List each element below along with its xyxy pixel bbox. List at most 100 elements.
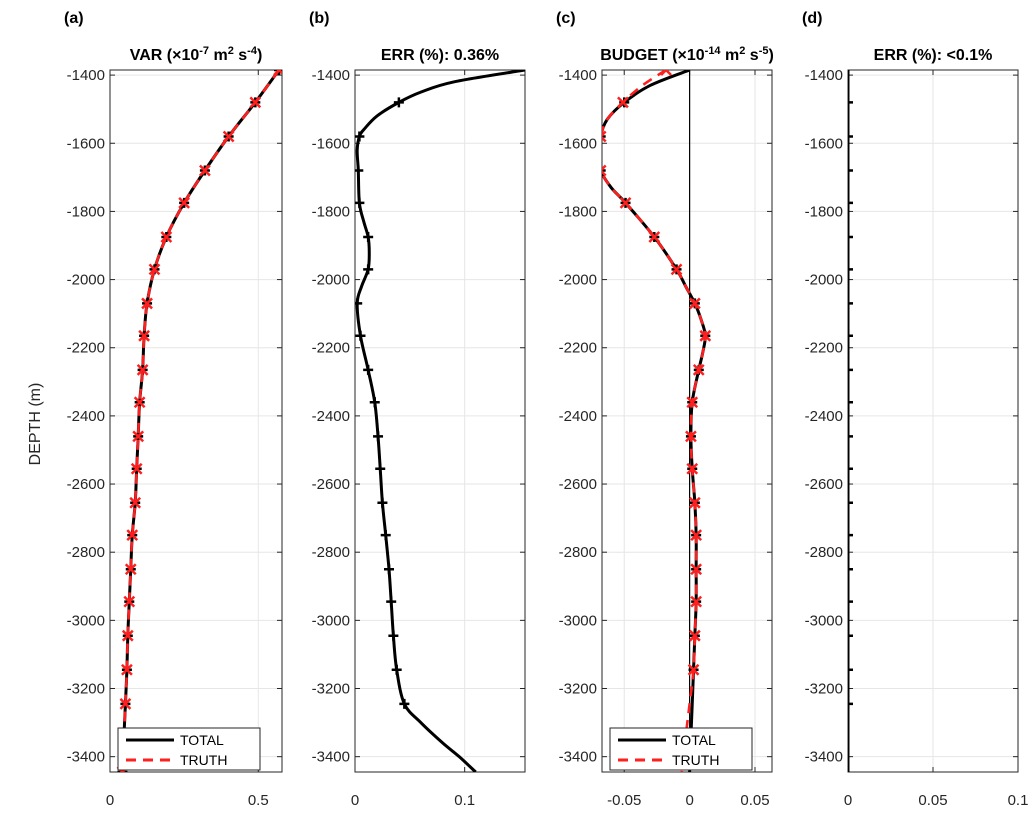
data-point-cross <box>648 231 661 243</box>
panel-d: -1400 -1600 -1800 -2000 -2200 -2400 -2600 -2800… <box>802 10 1028 809</box>
x-tick-label: 0 <box>685 792 693 809</box>
data-point-plus <box>384 564 394 575</box>
data-point-cross <box>160 231 173 243</box>
data-point-cross <box>602 164 607 177</box>
title-text: VAR ( <box>130 47 173 64</box>
data-point-plus <box>848 231 853 242</box>
y-tick-label: -1800 <box>312 203 350 220</box>
panel-b: -1400 -1600 -1800 -2000 -2200 -2400 -2600 -2800… <box>309 10 526 809</box>
y-tick-label: -3400 <box>559 749 597 766</box>
y-tick-label: -2000 <box>67 272 105 289</box>
data-point-cross <box>138 329 150 342</box>
title-text: ERR (%): 0.36% <box>381 47 499 64</box>
data-point-plus <box>355 131 365 142</box>
y-tick-label: -2000 <box>312 272 350 289</box>
y-axis-label: DEPTH (m) <box>27 383 44 466</box>
panel-label: (d) <box>802 10 822 27</box>
data-point-plus <box>848 698 853 709</box>
title-text: BUDGET ( <box>600 47 678 64</box>
data-point-plus <box>274 70 282 75</box>
data-point-cross <box>148 263 161 276</box>
data-point-plus <box>848 530 853 541</box>
data-point-plus <box>848 630 853 641</box>
data-point-cross <box>121 629 134 642</box>
title-text: s <box>745 47 758 64</box>
data-point-cross <box>123 595 136 608</box>
data-point-plus <box>391 664 402 675</box>
y-tick-label: -3200 <box>67 681 105 698</box>
y-tick-label: -2200 <box>312 340 350 357</box>
data-point-cross <box>690 595 703 608</box>
y-tick-label: -2600 <box>312 476 350 493</box>
y-tick-label: -2400 <box>312 408 350 425</box>
data-point-plus <box>848 165 853 176</box>
data-point-plus <box>369 397 380 408</box>
legend-label: TOTAL <box>672 732 716 748</box>
data-point-cross <box>133 396 146 409</box>
data-point-plus <box>355 298 363 309</box>
y-tick-label: -3000 <box>805 612 843 629</box>
panel-title: BUDGET (×10-14 m2 s-5) <box>600 45 774 64</box>
y-tick-label: -1600 <box>805 135 843 152</box>
data-point-cross <box>690 529 703 542</box>
title-text: ) <box>257 47 262 64</box>
data-point-plus <box>848 197 853 208</box>
y-tick-label: -2600 <box>559 476 597 493</box>
plot-area <box>355 70 525 772</box>
y-tick-label: -1800 <box>805 203 843 220</box>
panel-label: (b) <box>309 10 329 27</box>
data-point-cross <box>688 629 701 642</box>
legend-box <box>609 727 753 771</box>
data-point-cross <box>690 563 703 576</box>
y-tick-label: -3000 <box>312 612 350 629</box>
y-tick-label: -2200 <box>559 340 597 357</box>
data-point-plus <box>355 197 365 208</box>
data-point-plus <box>363 264 374 275</box>
data-point-plus <box>848 364 853 375</box>
data-point-cross <box>685 430 697 443</box>
y-tick-label: -1400 <box>559 67 597 84</box>
data-point-cross <box>692 363 705 376</box>
y-tick-label: -3400 <box>67 749 105 766</box>
x-tick-label: 0.05 <box>740 792 769 809</box>
panel-a: -1400 -1600 -1800 -2000 -2200 -2400 -2600 -2800… <box>64 10 283 809</box>
data-point-cross <box>130 462 143 475</box>
panel-label: (c) <box>556 10 576 27</box>
plot-area <box>848 70 853 772</box>
axes-box <box>354 69 526 773</box>
data-point-cross <box>121 663 133 676</box>
data-point-plus <box>602 135 606 138</box>
y-tick-label: -2600 <box>67 476 105 493</box>
data-point-cross <box>136 363 149 376</box>
data-point-plus <box>375 463 386 474</box>
data-point-cross <box>119 697 132 710</box>
title-text: ×10 <box>678 47 705 64</box>
data-point-cross <box>619 197 632 209</box>
y-tick-label: -1400 <box>312 67 350 84</box>
data-point-plus <box>373 431 384 442</box>
data-point-cross <box>273 70 282 76</box>
y-tick-label: -1400 <box>805 67 843 84</box>
data-point-plus <box>848 397 853 408</box>
data-point-plus <box>393 97 404 108</box>
y-tick-label: -2400 <box>805 408 843 425</box>
axes-box <box>109 69 283 773</box>
plot-area <box>602 70 712 772</box>
data-point-plus <box>848 330 853 341</box>
title-text: m <box>209 47 228 64</box>
data-point-plus <box>363 231 374 242</box>
y-tick-label: -2800 <box>805 544 843 561</box>
title-text: ×10 <box>172 47 199 64</box>
data-point-plus <box>602 169 606 172</box>
x-tick-label: 0.05 <box>918 792 947 809</box>
data-point-plus <box>388 630 399 641</box>
y-tick-label: -2000 <box>805 272 843 289</box>
legend-label: TRUTH <box>180 752 227 768</box>
data-point-plus <box>848 97 853 108</box>
panel-c: -1400 -1600 -1800 -2000 -2200 -2400 -2600 -2800… <box>556 10 774 809</box>
x-tick-label: 0 <box>106 792 114 809</box>
data-point-cross <box>688 496 701 509</box>
data-point-cross <box>686 396 699 409</box>
data-point-cross <box>660 70 672 76</box>
